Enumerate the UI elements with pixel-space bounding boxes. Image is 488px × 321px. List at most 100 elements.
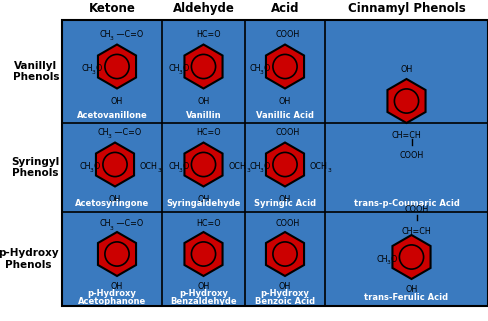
Text: CH=CH: CH=CH (402, 227, 431, 236)
Text: O: O (183, 64, 189, 73)
Polygon shape (184, 45, 223, 89)
Text: Aldehyde: Aldehyde (173, 2, 234, 15)
Circle shape (399, 245, 424, 269)
Text: 3: 3 (110, 36, 114, 41)
Text: Acetophanone: Acetophanone (78, 298, 146, 307)
Text: OCH: OCH (140, 162, 158, 171)
Circle shape (273, 242, 297, 266)
Circle shape (273, 54, 297, 79)
Text: CH: CH (100, 220, 111, 229)
Text: p-Hydroxy: p-Hydroxy (261, 290, 309, 299)
Polygon shape (266, 232, 304, 276)
Text: 3: 3 (328, 168, 332, 173)
Text: COOH: COOH (405, 204, 428, 213)
Text: 3: 3 (260, 70, 264, 75)
Text: CH: CH (82, 64, 94, 73)
Text: CH: CH (250, 162, 262, 171)
Text: OH: OH (279, 195, 291, 204)
Text: Benzaldehyde: Benzaldehyde (170, 298, 237, 307)
Text: O: O (96, 64, 102, 73)
Text: Cinnamyl Phenols: Cinnamyl Phenols (347, 2, 466, 15)
Text: Benzoic Acid: Benzoic Acid (255, 298, 315, 307)
Text: COOH: COOH (276, 220, 300, 229)
Text: 3: 3 (92, 70, 96, 75)
Text: OH: OH (279, 282, 291, 291)
Text: p-Hydroxy: p-Hydroxy (87, 290, 137, 299)
Text: —C=O: —C=O (114, 30, 143, 39)
Text: p-Hydroxy: p-Hydroxy (179, 290, 228, 299)
Text: HC=O: HC=O (196, 128, 221, 137)
Text: CH: CH (80, 162, 92, 171)
Text: OCH: OCH (228, 162, 246, 171)
Text: OH: OH (279, 97, 291, 106)
Text: Vanillin: Vanillin (186, 110, 222, 119)
Circle shape (191, 152, 216, 177)
Text: COOH: COOH (276, 30, 300, 39)
Text: 3: 3 (108, 134, 112, 139)
Text: 3: 3 (260, 168, 264, 173)
Text: Ketone: Ketone (88, 2, 136, 15)
Polygon shape (387, 79, 426, 123)
Text: O: O (94, 162, 101, 171)
Text: OH: OH (111, 282, 123, 291)
Circle shape (191, 242, 216, 266)
Text: 3: 3 (158, 168, 162, 173)
Circle shape (103, 152, 127, 177)
Polygon shape (98, 232, 136, 276)
Text: Acid: Acid (271, 2, 299, 15)
Polygon shape (98, 45, 136, 89)
Polygon shape (266, 45, 304, 89)
Polygon shape (392, 235, 430, 279)
Text: Syringyl
Phenols: Syringyl Phenols (11, 157, 59, 178)
Text: O: O (264, 162, 270, 171)
Text: p-Hydroxy
Phenols: p-Hydroxy Phenols (0, 248, 59, 270)
Circle shape (105, 54, 129, 79)
Text: O: O (390, 255, 397, 264)
Text: —C=O: —C=O (114, 220, 143, 229)
Text: OH: OH (197, 195, 210, 204)
Polygon shape (184, 232, 223, 276)
Text: Vanillic Acid: Vanillic Acid (256, 110, 314, 119)
Text: 3: 3 (386, 261, 390, 265)
Text: OH: OH (197, 97, 210, 106)
Text: Acetosyringone: Acetosyringone (75, 199, 149, 209)
Text: Syringic Acid: Syringic Acid (254, 199, 316, 209)
Text: CH: CH (250, 64, 262, 73)
Text: Acetovanillone: Acetovanillone (77, 110, 147, 119)
Text: Syringaldehyde: Syringaldehyde (166, 199, 241, 209)
Polygon shape (184, 143, 223, 187)
Text: 3: 3 (90, 168, 94, 173)
Text: 3: 3 (246, 168, 250, 173)
Text: —C=O: —C=O (112, 128, 141, 137)
Text: CH=CH: CH=CH (392, 131, 421, 140)
Polygon shape (266, 143, 304, 187)
Text: COOH: COOH (276, 128, 300, 137)
Text: O: O (183, 162, 189, 171)
Circle shape (105, 242, 129, 266)
Text: CH: CH (377, 255, 388, 264)
Circle shape (273, 152, 297, 177)
Bar (62, 20, 488, 306)
Text: OH: OH (197, 282, 210, 291)
Text: CH: CH (98, 128, 109, 137)
Text: HC=O: HC=O (196, 220, 221, 229)
Text: 3: 3 (179, 70, 182, 75)
Text: Vanillyl
Phenols: Vanillyl Phenols (13, 61, 59, 82)
Text: 3: 3 (179, 168, 182, 173)
Text: 3: 3 (110, 225, 114, 230)
Text: CH: CH (168, 162, 180, 171)
Text: OH: OH (109, 195, 121, 204)
Text: OCH: OCH (310, 162, 328, 171)
Text: OH: OH (111, 97, 123, 106)
Text: COOH: COOH (399, 151, 424, 160)
Text: CH: CH (168, 64, 180, 73)
Text: CH: CH (100, 30, 111, 39)
Polygon shape (96, 143, 134, 187)
Circle shape (191, 54, 216, 79)
Text: O: O (264, 64, 270, 73)
Text: OH: OH (406, 285, 418, 294)
Bar (62, 20, 488, 306)
Text: HC=O: HC=O (196, 30, 221, 39)
Text: trans-Ferulic Acid: trans-Ferulic Acid (365, 293, 448, 302)
Circle shape (394, 89, 419, 113)
